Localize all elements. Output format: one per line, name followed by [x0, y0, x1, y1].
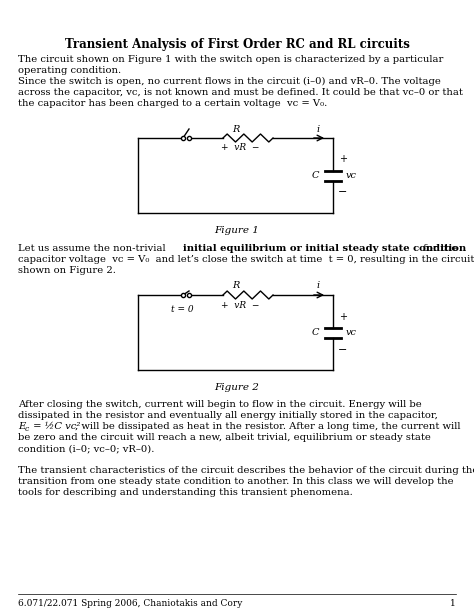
Text: C: C: [311, 328, 319, 337]
Text: The transient characteristics of the circuit describes the behavior of the circu: The transient characteristics of the cir…: [18, 466, 474, 475]
Text: +  vR  −: + vR −: [221, 300, 259, 310]
Text: +: +: [339, 154, 347, 164]
Text: Since the switch is open, no current flows in the circuit (i–0) and vR–0. The vo: Since the switch is open, no current flo…: [18, 77, 441, 86]
Text: R: R: [232, 281, 240, 291]
Text: 6.071/22.071 Spring 2006, Chaniotakis and Cory: 6.071/22.071 Spring 2006, Chaniotakis an…: [18, 599, 242, 608]
Text: i: i: [317, 124, 319, 134]
Text: c: c: [25, 425, 29, 433]
Text: condition (i–0; vc–0; vR–0).: condition (i–0; vc–0; vR–0).: [18, 444, 155, 453]
Text: the capacitor has been charged to a certain voltage  vc = V₀.: the capacitor has been charged to a cert…: [18, 99, 327, 108]
Text: After closing the switch, current will begin to flow in the circuit. Energy will: After closing the switch, current will b…: [18, 400, 422, 409]
Text: capacitor voltage  vc = V₀  and let’s close the switch at time  t = 0, resulting: capacitor voltage vc = V₀ and let’s clos…: [18, 255, 474, 264]
Text: i: i: [317, 281, 319, 291]
Text: Transient Analysis of First Order RC and RL circuits: Transient Analysis of First Order RC and…: [64, 38, 410, 51]
Text: t = 0: t = 0: [171, 305, 193, 313]
Text: for the: for the: [420, 244, 457, 253]
Text: tools for describing and understanding this transient phenomena.: tools for describing and understanding t…: [18, 488, 353, 497]
Text: +  vR  −: + vR −: [221, 143, 259, 153]
Text: −: −: [338, 345, 348, 354]
Text: dissipated in the resistor and eventually all energy initially stored in the cap: dissipated in the resistor and eventuall…: [18, 411, 438, 420]
Text: Figure 2: Figure 2: [215, 383, 259, 392]
Text: Figure 1: Figure 1: [215, 226, 259, 235]
Text: across the capacitor, vc, is not known and must be defined. It could be that vc–: across the capacitor, vc, is not known a…: [18, 88, 463, 97]
Text: initial equilibrium or initial steady state condition: initial equilibrium or initial steady st…: [183, 244, 466, 253]
Text: shown on Figure 2.: shown on Figure 2.: [18, 266, 116, 275]
Text: be zero and the circuit will reach a new, albeit trivial, equilibrium or steady : be zero and the circuit will reach a new…: [18, 433, 431, 442]
Text: = ½C vc²: = ½C vc²: [30, 422, 81, 431]
Text: transition from one steady state condition to another. In this class we will dev: transition from one steady state conditi…: [18, 477, 454, 486]
Text: +: +: [339, 311, 347, 321]
Text: vc: vc: [346, 328, 357, 337]
Text: , will be dissipated as heat in the resistor. After a long time, the current wil: , will be dissipated as heat in the resi…: [75, 422, 461, 431]
Text: C: C: [311, 171, 319, 180]
Text: Let us assume the non-trivial: Let us assume the non-trivial: [18, 244, 169, 253]
Text: vc: vc: [346, 171, 357, 180]
Text: operating condition.: operating condition.: [18, 66, 121, 75]
Text: −: −: [338, 188, 348, 197]
Text: R: R: [232, 124, 240, 134]
Text: E: E: [18, 422, 25, 431]
Text: 1: 1: [450, 599, 456, 608]
Text: The circuit shown on Figure 1 with the switch open is characterized by a particu: The circuit shown on Figure 1 with the s…: [18, 55, 443, 64]
